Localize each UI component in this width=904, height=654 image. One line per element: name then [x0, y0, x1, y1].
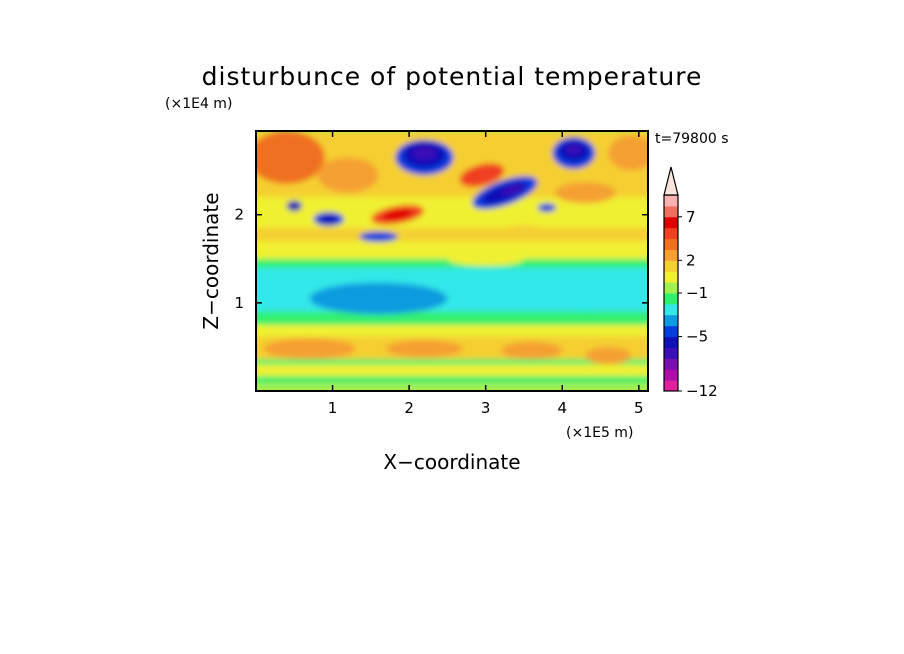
colorbar-segment [664, 238, 678, 250]
x-tick-label: 3 [481, 399, 491, 417]
colorbar-tick-label: 2 [686, 251, 696, 269]
y-axis: 12 [234, 206, 648, 312]
contour-region [501, 341, 563, 360]
colorbar-segment [664, 205, 678, 218]
y-axis-label: Z−coordinate [199, 192, 223, 329]
contour-band [256, 376, 648, 384]
contour-band [256, 359, 648, 365]
contour-region [585, 346, 632, 365]
y-tick-label: 2 [234, 206, 244, 224]
colorbar-segment [664, 260, 678, 272]
colorbar-extend-arrow [663, 166, 679, 196]
x-tick-label: 1 [328, 399, 338, 417]
contour-band [256, 364, 648, 377]
contour-region [501, 184, 524, 196]
colorbar-segment [664, 325, 678, 338]
contour-region [554, 182, 616, 204]
colorbar-segment [664, 293, 678, 305]
colorbar-segment [664, 216, 678, 229]
contour-region [317, 157, 379, 193]
contour-band [256, 241, 648, 259]
colorbar-segment [664, 314, 678, 327]
contour-region [412, 145, 437, 161]
colorbar: −12−5−127 [663, 166, 718, 400]
colorbar-segment [664, 380, 678, 392]
contour-region [501, 225, 547, 240]
contour-region [537, 203, 557, 213]
chart-title: disturbunce of potential temperature [202, 62, 703, 91]
colorbar-segment [664, 249, 678, 261]
x-axis-label: X−coordinate [383, 450, 520, 474]
x-tick-label: 2 [404, 399, 414, 417]
y-unit-label: (×1E4 m) [165, 96, 232, 112]
colorbar-tick-label: −1 [686, 284, 708, 302]
colorbar-segment [664, 195, 678, 207]
colorbar-segment [664, 336, 678, 348]
colorbar-tick-label: −5 [686, 328, 708, 346]
plot-field [256, 131, 648, 391]
contour-region [382, 208, 413, 221]
contour-region [309, 282, 448, 315]
colorbar-segment [664, 271, 678, 283]
contour-region [566, 144, 582, 155]
contour-band [256, 227, 648, 242]
contour-fill [256, 131, 648, 391]
x-unit-label: (×1E5 m) [566, 425, 633, 441]
contour-region [447, 251, 524, 266]
contour-band [256, 311, 648, 325]
time-label: t=79800 s [655, 131, 729, 147]
contour-region [256, 131, 325, 184]
contour-region [459, 163, 505, 187]
x-tick-label: 4 [557, 399, 567, 417]
contour-band [256, 383, 648, 391]
colorbar-segment [664, 347, 678, 359]
contour-region [263, 338, 356, 360]
contour-region [386, 339, 463, 358]
colorbar-segment [664, 303, 678, 316]
contour-region [286, 200, 302, 212]
y-tick-label: 1 [234, 294, 244, 312]
contour-region [531, 285, 639, 312]
colorbar-segment [664, 369, 678, 381]
x-tick-label: 5 [634, 399, 644, 417]
contour-region [608, 135, 648, 171]
plot-frame [255, 130, 649, 392]
colorbar-tick-label: −12 [686, 382, 718, 400]
contour-region [319, 214, 338, 224]
contour-band [256, 258, 648, 268]
contour-band [256, 324, 648, 337]
colorbar-tick-label: 7 [686, 208, 696, 226]
colorbar-segment [664, 358, 678, 370]
colorbar-segment [664, 282, 678, 294]
contour-region [359, 231, 398, 243]
x-axis: 1 2 3 4 5 [328, 131, 644, 417]
colorbar-segment [664, 227, 678, 240]
